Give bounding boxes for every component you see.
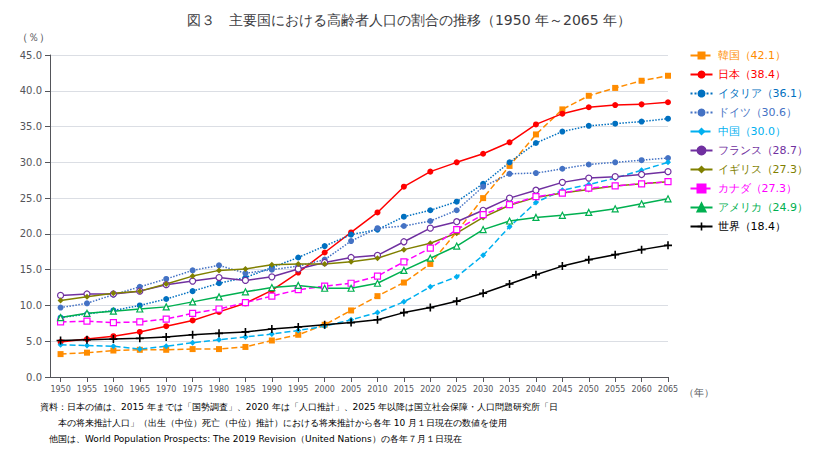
svg-text:5.0: 5.0 [26,336,42,347]
svg-text:2015: 2015 [394,385,414,394]
svg-text:（年）: （年） [684,387,714,398]
svg-text:2050: 2050 [579,385,599,394]
svg-text:イタリア（36.1）: イタリア（36.1） [718,87,809,100]
svg-text:図３ 主要国における高齢者人口の割合の推移（1950 年～2: 図３ 主要国における高齢者人口の割合の推移（1950 年～2065 年） [187,12,631,28]
svg-text:20.0: 20.0 [20,228,42,239]
svg-text:2005: 2005 [341,385,361,394]
svg-text:1995: 1995 [288,385,308,394]
svg-text:アメリカ（24.9）: アメリカ（24.9） [718,201,809,214]
svg-text:韓国（42.1）: 韓国（42.1） [718,49,787,62]
svg-text:40.0: 40.0 [20,85,42,96]
svg-text:本の将来推計人口」（出生（中位）死亡（中位）推計）における将: 本の将来推計人口」（出生（中位）死亡（中位）推計）における将来推計から各年 10… [40,418,507,428]
svg-text:10.0: 10.0 [20,300,42,311]
svg-text:2045: 2045 [552,385,572,394]
svg-text:2010: 2010 [367,385,387,394]
svg-text:1960: 1960 [103,385,123,394]
svg-text:1975: 1975 [182,385,202,394]
svg-text:2040: 2040 [526,385,546,394]
svg-text:1980: 1980 [209,385,229,394]
svg-text:ドイツ（30.6）: ドイツ（30.6） [718,106,798,119]
svg-text:2060: 2060 [631,385,651,394]
svg-text:2055: 2055 [605,385,625,394]
svg-text:中国（30.0）: 中国（30.0） [718,125,787,138]
svg-text:2030: 2030 [473,385,493,394]
svg-text:25.0: 25.0 [20,193,42,204]
svg-text:2025: 2025 [447,385,467,394]
svg-text:他国は、World Population Prospects: 他国は、World Population Prospects: The 2019… [40,434,462,444]
svg-text:1985: 1985 [235,385,255,394]
svg-text:2000: 2000 [314,385,334,394]
svg-text:1970: 1970 [156,385,176,394]
svg-text:45.0: 45.0 [20,50,42,61]
svg-text:カナダ（27.3）: カナダ（27.3） [718,182,798,195]
svg-text:35.0: 35.0 [20,121,42,132]
svg-text:資料：日本の値は、2015 年までは「国勢調査」、2020: 資料：日本の値は、2015 年までは「国勢調査」、2020 年は「人口推計」、2… [40,402,558,412]
svg-text:30.0: 30.0 [20,157,42,168]
svg-text:1950: 1950 [50,385,70,394]
svg-text:2035: 2035 [499,385,519,394]
svg-text:フランス（28.7）: フランス（28.7） [718,144,809,157]
svg-text:日本（38.4）: 日本（38.4） [718,68,787,81]
svg-text:世界（18.4）: 世界（18.4） [718,220,787,233]
svg-text:1965: 1965 [130,385,150,394]
svg-text:15.0: 15.0 [20,264,42,275]
svg-text:2065: 2065 [658,385,678,394]
svg-text:1955: 1955 [77,385,97,394]
svg-text:2020: 2020 [420,385,440,394]
svg-text:イギリス（27.3）: イギリス（27.3） [718,163,809,176]
svg-text:（％）: （％） [17,31,50,44]
svg-text:1990: 1990 [262,385,282,394]
svg-text:0.0: 0.0 [26,372,42,383]
